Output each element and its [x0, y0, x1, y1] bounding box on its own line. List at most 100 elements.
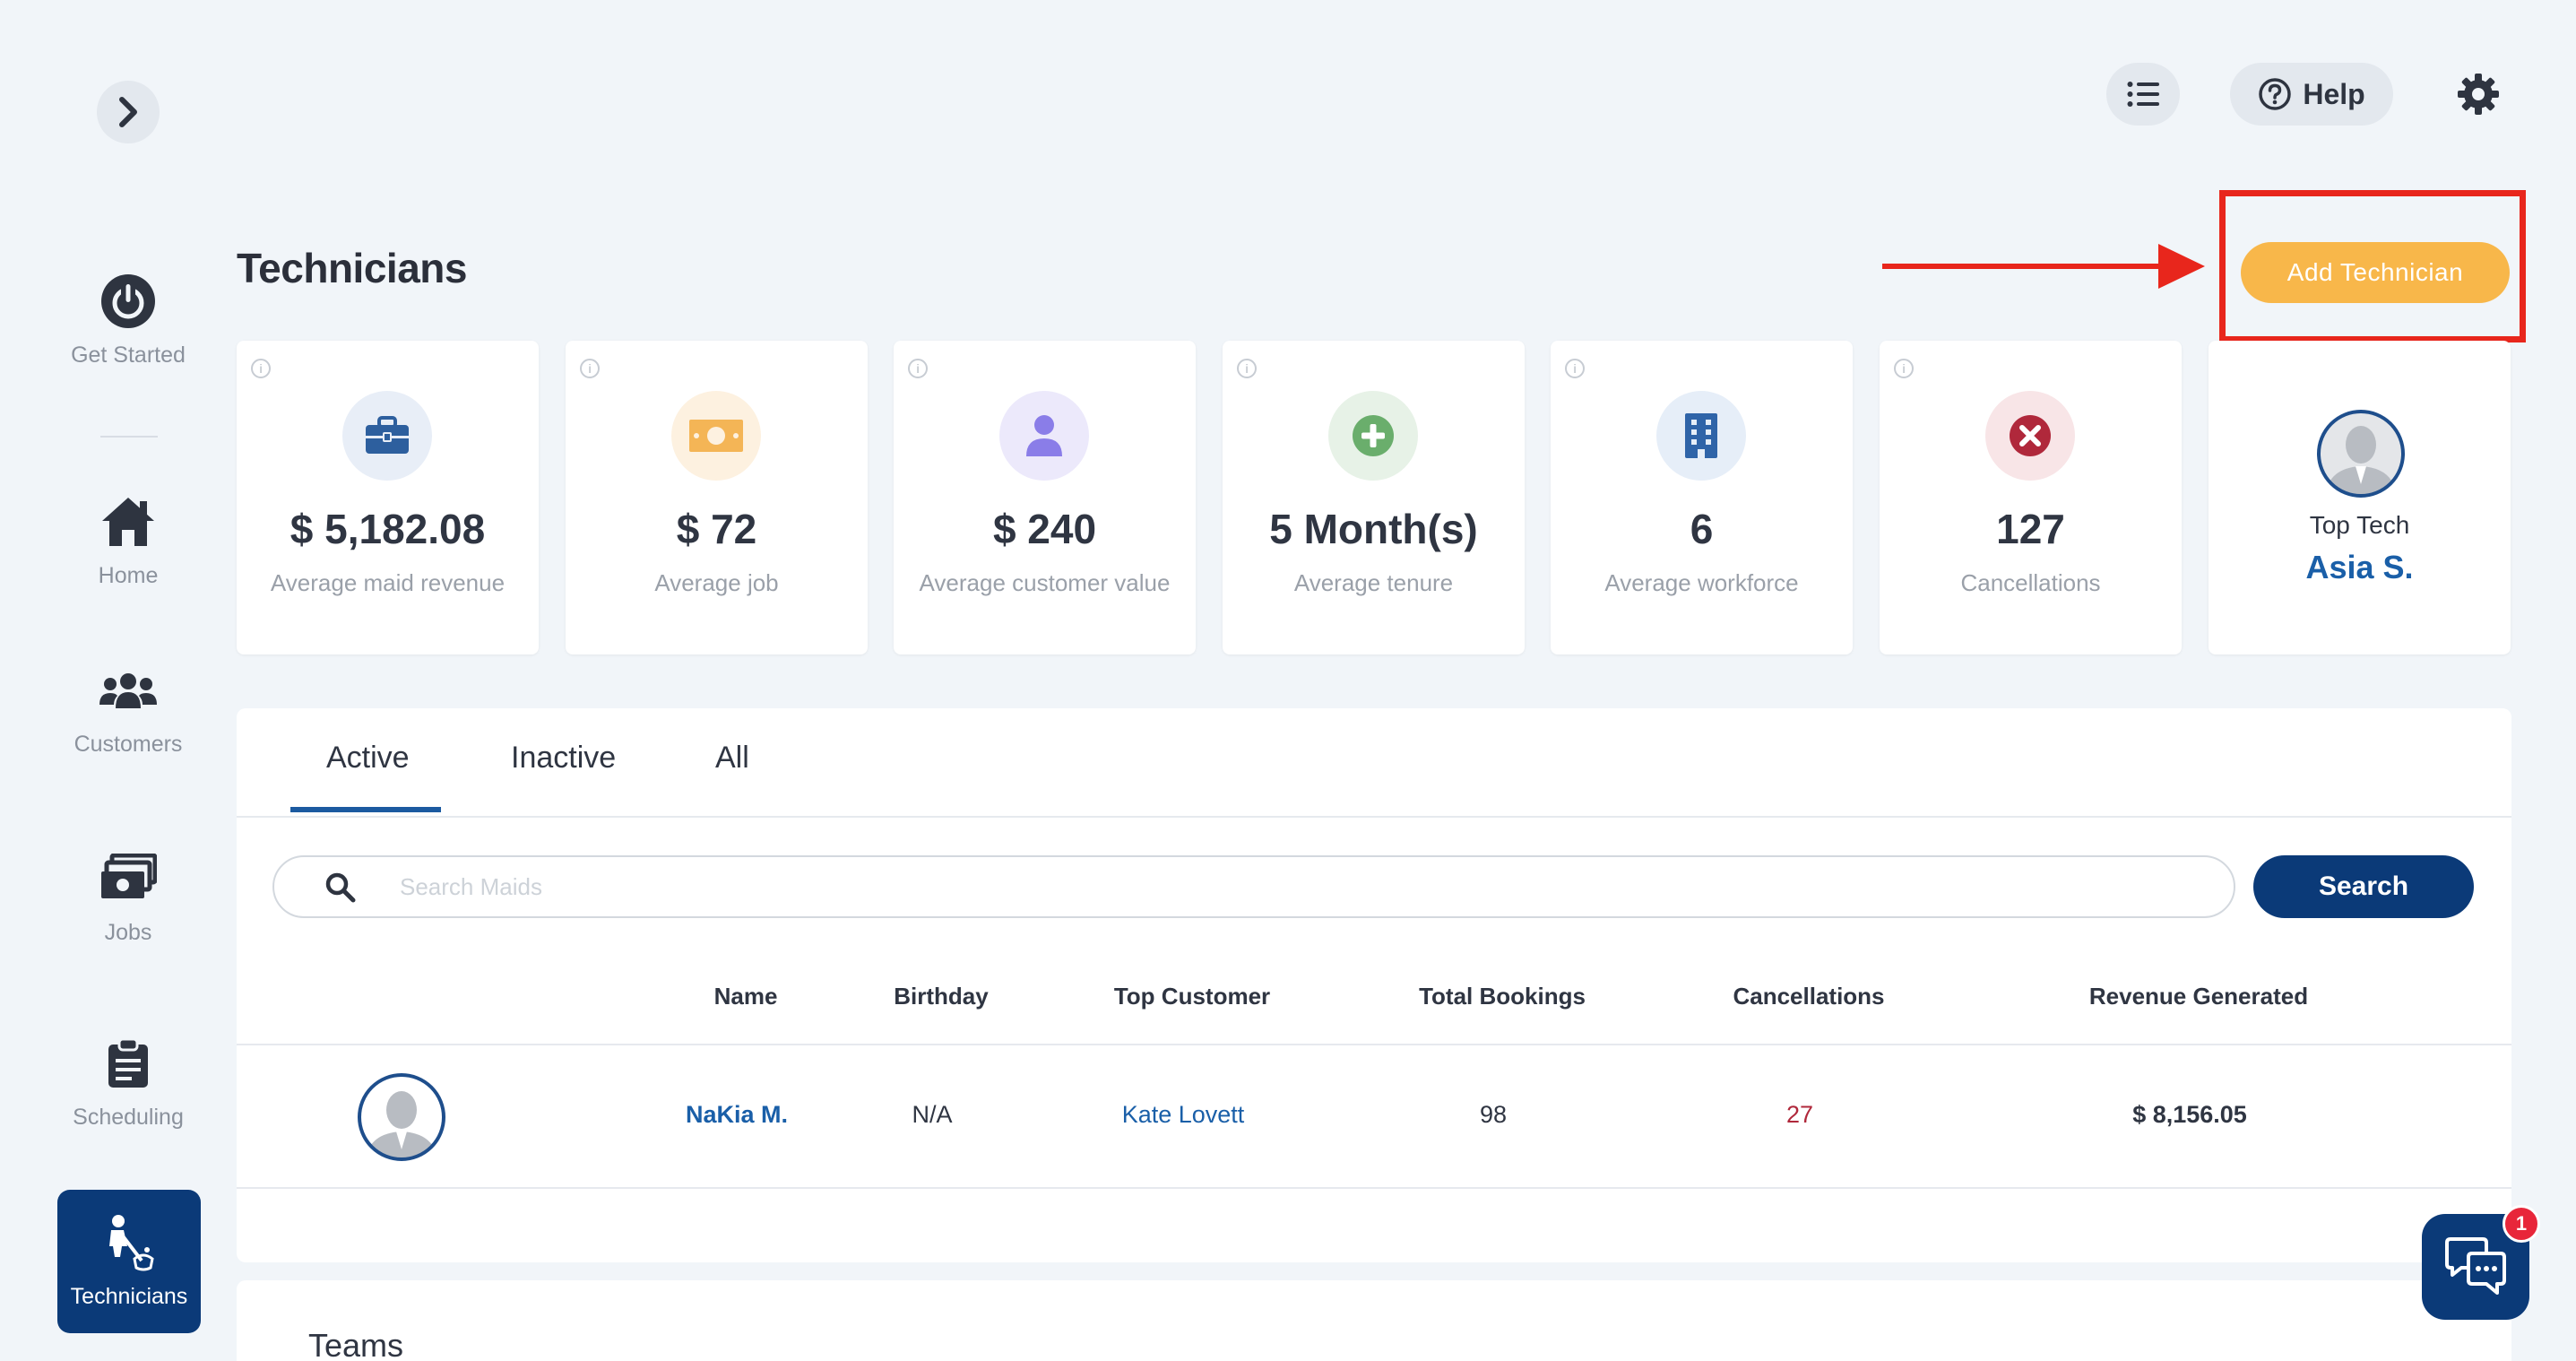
header-divider	[237, 1044, 2511, 1045]
stat-value: $ 5,182.08	[290, 506, 486, 552]
teams-title: Teams	[308, 1327, 404, 1361]
clipboard-icon	[108, 1037, 148, 1088]
users-icon	[99, 673, 157, 708]
sidebar-item-technicians[interactable]: Technicians	[57, 1190, 201, 1333]
briefcase-icon	[366, 416, 409, 454]
top-customer-link[interactable]: Kate Lovett	[1121, 1101, 1245, 1128]
stat-icon-circle	[342, 391, 432, 481]
stat-card-average-workforce: i 6 Average workforce	[1551, 341, 1853, 654]
info-icon[interactable]: i	[251, 359, 271, 378]
list-view-button[interactable]	[2106, 63, 2180, 126]
search-box	[272, 855, 2235, 918]
plus-circle-icon	[1353, 415, 1394, 456]
stat-value: $ 72	[676, 506, 757, 552]
stat-card-average-customer-value: i $ 240 Average customer value	[894, 341, 1196, 654]
annotation-arrow-icon	[1882, 244, 2205, 289]
list-icon	[2127, 82, 2159, 107]
sidebar-item-scheduling[interactable]: Scheduling	[0, 1031, 256, 1131]
stat-card-top-tech: Top Tech Asia S.	[2209, 341, 2511, 654]
x-circle-icon	[2010, 415, 2051, 456]
expand-sidebar-button[interactable]	[97, 81, 160, 143]
money-stack-icon	[101, 854, 157, 898]
stat-label: Average maid revenue	[270, 569, 506, 596]
stat-value: 127	[1996, 506, 2065, 552]
question-circle-icon	[2259, 78, 2292, 110]
chat-notification-badge: 1	[2503, 1205, 2540, 1243]
top-tech-name[interactable]: Asia S.	[2305, 549, 2414, 585]
stat-label: Cancellations	[1960, 569, 2101, 596]
cancellations-cell: 27	[1785, 1101, 1814, 1128]
top-tech-avatar	[2316, 409, 2406, 503]
column-header-top-customer[interactable]: Top Customer	[1113, 983, 1271, 1010]
column-header-revenue-generated[interactable]: Revenue Generated	[2088, 983, 2309, 1010]
revenue-cell: $ 8,156.05	[2132, 1101, 2247, 1128]
gear-icon	[2458, 74, 2499, 115]
total-bookings-cell: 98	[1479, 1101, 1508, 1128]
sidebar-item-label: Get Started	[71, 342, 186, 368]
stat-card-average-maid-revenue: i $ 5,182.08 Average maid revenue	[237, 341, 539, 654]
sidebar-item-jobs[interactable]: Jobs	[0, 846, 256, 946]
tab-inactive[interactable]: Inactive	[511, 741, 617, 775]
tab-all[interactable]: All	[715, 741, 749, 775]
sidebar-item-label: Customers	[73, 732, 183, 757]
tab-active[interactable]: Active	[326, 741, 410, 775]
page-title: Technicians	[237, 245, 467, 291]
row-divider	[237, 1187, 2511, 1189]
stat-value: 5 Month(s)	[1269, 506, 1478, 552]
annotation-highlight-box	[2219, 190, 2526, 342]
stat-icon-circle	[1985, 391, 2075, 481]
cash-icon	[689, 420, 743, 452]
sidebar-item-label: Jobs	[104, 920, 152, 945]
info-icon[interactable]: i	[908, 359, 928, 378]
cleaner-icon	[109, 1215, 154, 1271]
sidebar-item-label: Technicians	[70, 1284, 188, 1309]
teams-panel: Teams	[237, 1280, 2511, 1361]
stat-card-average-tenure: i 5 Month(s) Average tenure	[1223, 341, 1525, 654]
technicians-panel: Active Inactive All Search Name Birthday…	[237, 708, 2511, 1262]
info-icon[interactable]: i	[1565, 359, 1585, 378]
search-input[interactable]	[400, 866, 2192, 907]
building-icon	[1685, 413, 1717, 458]
add-technician-button[interactable]: Add Technician	[2241, 242, 2510, 303]
power-icon	[101, 274, 155, 328]
active-tab-indicator	[290, 807, 441, 812]
stat-icon-circle	[1328, 391, 1418, 481]
sidebar-item-get-started[interactable]: Get Started	[0, 269, 256, 368]
stat-icon-circle	[671, 391, 761, 481]
sidebar-item-label: Home	[98, 563, 159, 588]
sidebar-item-label: Scheduling	[73, 1105, 184, 1130]
sidebar-divider	[100, 436, 158, 438]
info-icon[interactable]: i	[1894, 359, 1914, 378]
stat-card-average-job: i $ 72 Average job	[566, 341, 868, 654]
help-button[interactable]: Help	[2230, 63, 2393, 126]
stat-icon-circle	[1656, 391, 1746, 481]
sidebar-item-home[interactable]: Home	[0, 490, 256, 589]
column-header-name[interactable]: Name	[713, 983, 778, 1010]
stat-label: Average job	[654, 569, 779, 596]
stat-value: $ 240	[992, 506, 1097, 552]
technician-name-link[interactable]: NaKia M.	[685, 1101, 789, 1128]
avatar-icon	[358, 1073, 445, 1161]
tabs-divider	[237, 816, 2511, 818]
avatar-icon	[2317, 410, 2405, 498]
stat-label: Average tenure	[1293, 569, 1454, 596]
info-icon[interactable]: i	[580, 359, 600, 378]
user-icon	[1026, 415, 1062, 456]
chat-bubbles-icon	[2445, 1237, 2506, 1295]
home-icon	[102, 498, 154, 546]
sidebar-item-customers[interactable]: Customers	[0, 658, 256, 758]
stat-label: Average workforce	[1604, 569, 1799, 596]
stat-label: Average customer value	[919, 569, 1171, 596]
column-header-birthday[interactable]: Birthday	[894, 983, 989, 1010]
column-header-total-bookings[interactable]: Total Bookings	[1419, 983, 1586, 1010]
sidebar: Get Started Home Customers	[0, 0, 224, 1361]
column-header-cancellations[interactable]: Cancellations	[1733, 983, 1885, 1010]
search-button[interactable]: Search	[2253, 855, 2474, 918]
birthday-cell: N/A	[912, 1101, 953, 1128]
avatar[interactable]	[357, 1072, 446, 1166]
info-icon[interactable]: i	[1237, 359, 1257, 378]
search-icon	[325, 872, 356, 903]
help-label: Help	[2303, 77, 2365, 110]
stat-value: 6	[1690, 506, 1714, 552]
settings-button[interactable]	[2447, 63, 2510, 126]
